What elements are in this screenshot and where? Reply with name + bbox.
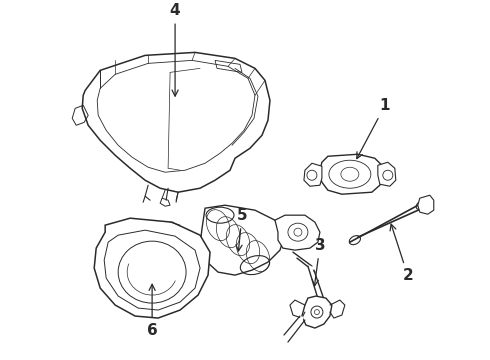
Polygon shape [320,154,384,194]
Text: 1: 1 [357,98,390,158]
Polygon shape [302,296,332,328]
Text: 6: 6 [147,284,157,338]
Polygon shape [200,205,285,275]
Text: 3: 3 [312,238,325,286]
Text: 2: 2 [390,224,413,283]
Text: 5: 5 [236,208,247,251]
Polygon shape [94,218,210,318]
Polygon shape [304,163,322,186]
Text: 4: 4 [170,4,180,96]
Polygon shape [418,195,434,214]
Polygon shape [378,162,396,186]
Polygon shape [275,215,320,250]
